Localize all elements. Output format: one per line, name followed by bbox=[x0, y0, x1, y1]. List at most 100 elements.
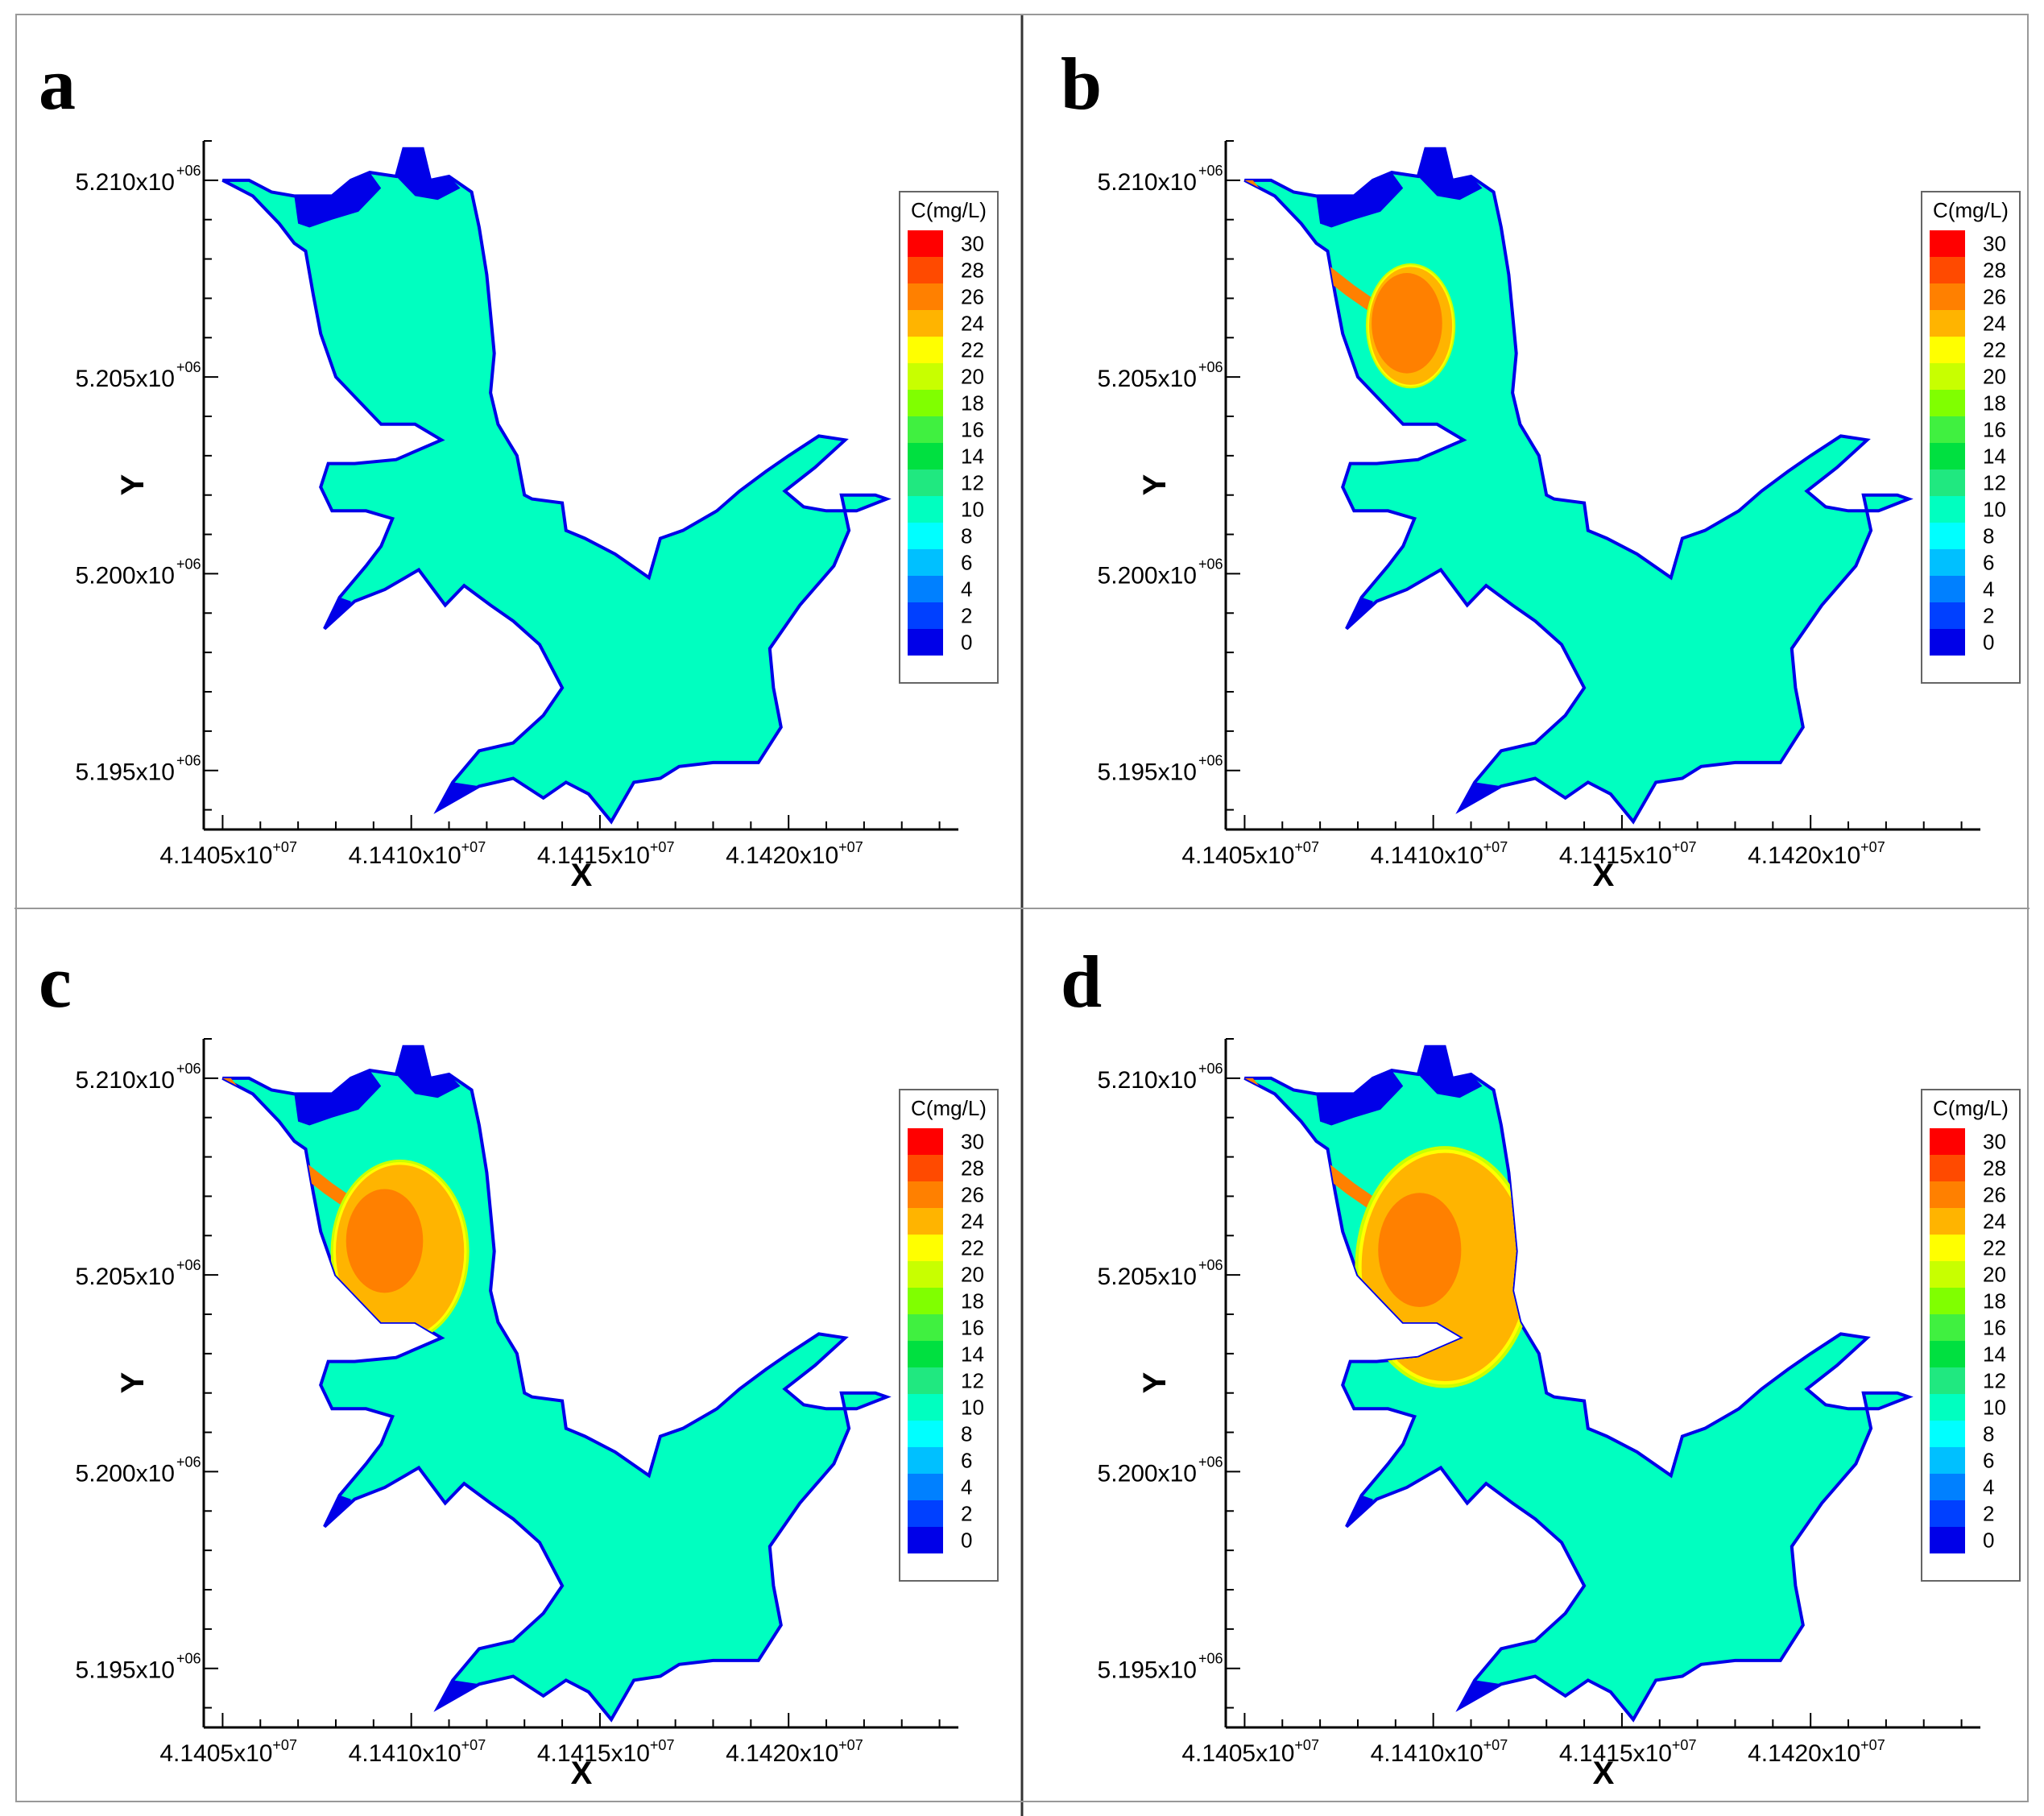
y-tick-exponent: +06 bbox=[176, 556, 201, 572]
plume bbox=[222, 1071, 470, 1343]
legend-swatch bbox=[908, 1341, 943, 1367]
y-tick-exponent: +06 bbox=[1198, 753, 1223, 769]
low-concentration-region bbox=[437, 1680, 479, 1708]
lake-body bbox=[1243, 1045, 1914, 1723]
legend-label: 18 bbox=[1983, 391, 2006, 416]
legend-label: 26 bbox=[961, 1183, 984, 1207]
legend-swatch bbox=[908, 1128, 943, 1155]
y-tick-label: 5.200x10 bbox=[1098, 562, 1197, 589]
y-tick-label: 5.205x10 bbox=[76, 1264, 175, 1290]
lake-body bbox=[1243, 147, 1914, 825]
lake-body bbox=[221, 1045, 892, 1723]
legend-label: 14 bbox=[961, 1342, 984, 1367]
y-tick-exponent: +06 bbox=[1198, 1454, 1223, 1470]
y-tick-exponent: +06 bbox=[176, 753, 201, 769]
x-axis-title: X bbox=[571, 858, 593, 893]
x-tick-exponent: +07 bbox=[838, 839, 863, 855]
legend-swatch bbox=[908, 443, 943, 470]
legend-label: 10 bbox=[1983, 1396, 2006, 1420]
legend-swatch bbox=[1930, 1474, 1965, 1500]
x-tick-label: 4.1420x10 bbox=[1748, 842, 1860, 869]
low-concentration-region bbox=[1316, 172, 1404, 228]
x-tick-label: 4.1420x10 bbox=[726, 842, 838, 869]
legend-label: 16 bbox=[1983, 1316, 2006, 1340]
y-axis-title: Y bbox=[115, 474, 151, 495]
legend-label: 0 bbox=[1983, 1529, 1994, 1553]
x-tick-label: 4.1405x10 bbox=[1181, 1740, 1294, 1767]
legend-label: 20 bbox=[1983, 365, 2006, 389]
y-tick-exponent: +06 bbox=[176, 163, 201, 179]
x-tick-exponent: +07 bbox=[838, 1737, 863, 1753]
legend-swatch bbox=[908, 337, 943, 363]
legend-swatch bbox=[908, 1288, 943, 1314]
low-concentration-region bbox=[1316, 1070, 1404, 1126]
legend-swatch bbox=[908, 1421, 943, 1447]
legend-swatch bbox=[1930, 1261, 1965, 1288]
x-tick-label: 4.1410x10 bbox=[1371, 1740, 1483, 1767]
legend-label: 2 bbox=[1983, 604, 1994, 628]
legend-label: 26 bbox=[961, 285, 984, 309]
x-tick-label: 4.1410x10 bbox=[349, 1740, 461, 1767]
legend-swatch bbox=[908, 1314, 943, 1341]
legend-label: 22 bbox=[961, 338, 984, 362]
legend-swatch bbox=[908, 257, 943, 283]
x-tick-label: 4.1415x10 bbox=[537, 842, 650, 869]
legend-label: 12 bbox=[961, 1369, 984, 1393]
panel-label: c bbox=[39, 941, 72, 1023]
low-concentration-region bbox=[1346, 1495, 1373, 1527]
legend-swatch bbox=[1930, 1500, 1965, 1527]
x-tick-label: 4.1420x10 bbox=[726, 1740, 838, 1767]
legend-swatch bbox=[908, 1155, 943, 1181]
legend-label: 18 bbox=[961, 391, 984, 416]
panel-d: d4.1405x10 +07 4.1410x10 +07 4.1415x10 +07 4.1… bbox=[1061, 941, 2021, 1791]
y-axis-title: Y bbox=[1137, 474, 1173, 495]
x-tick-exponent: +07 bbox=[1860, 839, 1885, 855]
legend-swatch bbox=[1930, 283, 1965, 310]
low-concentration-region bbox=[294, 1070, 382, 1126]
x-tick-exponent: +07 bbox=[1672, 1737, 1697, 1753]
legend-swatch bbox=[1930, 1181, 1965, 1208]
x-tick-label: 4.1420x10 bbox=[1748, 1740, 1860, 1767]
legend-label: 28 bbox=[961, 1156, 984, 1181]
lake-body bbox=[221, 147, 892, 825]
x-tick-exponent: +07 bbox=[272, 1737, 297, 1753]
legend-swatch bbox=[1930, 1447, 1965, 1474]
y-tick-exponent: +06 bbox=[176, 1651, 201, 1667]
legend-label: 24 bbox=[961, 312, 984, 336]
legend-title: C(mg/L) bbox=[911, 198, 987, 222]
legend-swatch bbox=[908, 1447, 943, 1474]
legend-label: 28 bbox=[1983, 259, 2006, 283]
y-tick-label: 5.195x10 bbox=[76, 1657, 175, 1684]
legend-label: 6 bbox=[961, 551, 972, 575]
low-concentration-region bbox=[1346, 597, 1373, 629]
legend-label: 12 bbox=[1983, 1369, 2006, 1393]
legend-swatch bbox=[908, 1208, 943, 1235]
legend-label: 28 bbox=[1983, 1156, 2006, 1181]
legend-swatch bbox=[1930, 470, 1965, 496]
legend-swatch bbox=[1930, 1527, 1965, 1553]
legend-label: 0 bbox=[961, 1529, 972, 1553]
legend-swatch bbox=[1930, 496, 1965, 523]
figure-border bbox=[15, 14, 2029, 1802]
x-axis-title: X bbox=[1593, 1756, 1615, 1791]
x-tick-exponent: +07 bbox=[1860, 1737, 1885, 1753]
y-tick-label: 5.210x10 bbox=[1098, 1067, 1197, 1094]
x-tick-label: 4.1405x10 bbox=[159, 1740, 272, 1767]
panel-label: b bbox=[1061, 43, 1102, 125]
y-tick-label: 5.210x10 bbox=[1098, 169, 1197, 196]
legend-label: 4 bbox=[1983, 1475, 1994, 1500]
legend-label: 16 bbox=[1983, 418, 2006, 442]
legend-label: 30 bbox=[1983, 232, 2006, 256]
x-tick-exponent: +07 bbox=[650, 1737, 675, 1753]
legend-label: 20 bbox=[961, 365, 984, 389]
x-tick-label: 4.1410x10 bbox=[349, 842, 461, 869]
y-tick-label: 5.195x10 bbox=[1098, 759, 1197, 786]
legend-swatch bbox=[1930, 1341, 1965, 1367]
legend-label: 2 bbox=[961, 1502, 972, 1526]
legend-swatch bbox=[908, 363, 943, 390]
